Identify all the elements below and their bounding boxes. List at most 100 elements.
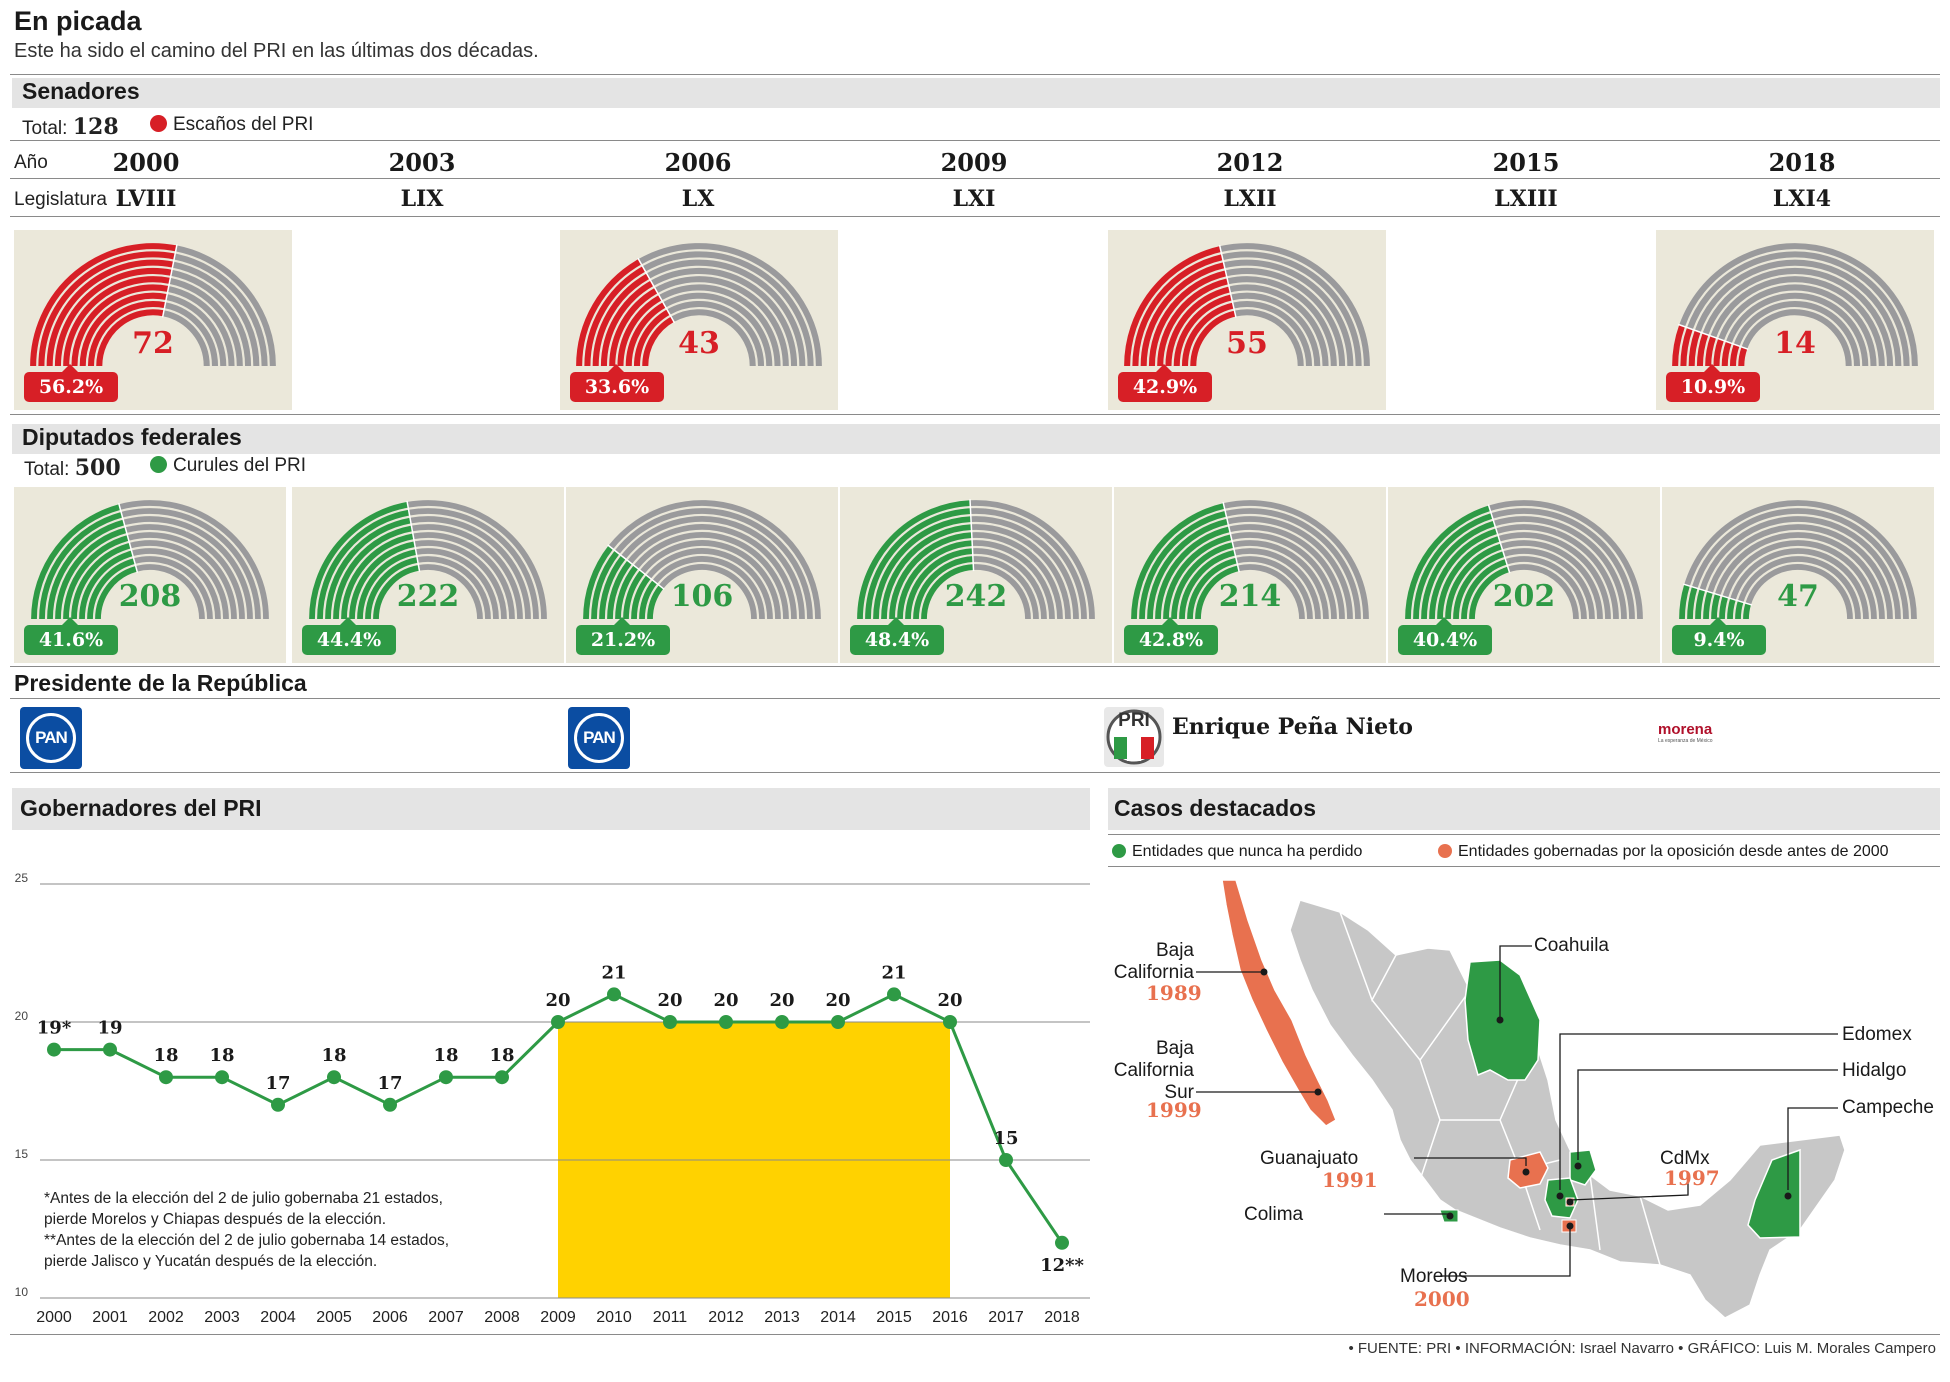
y-tick-label: 20 <box>15 1009 29 1023</box>
hemicycle-panel: 202 40.4% <box>1388 487 1660 663</box>
pri-seats-arc <box>317 509 410 620</box>
split-line <box>969 499 975 572</box>
other-seats-arc <box>1684 500 1917 620</box>
page-title: En picada <box>14 6 142 36</box>
data-label: 20 <box>545 990 570 1011</box>
split-line <box>607 544 665 590</box>
other-seats-arc <box>1223 500 1369 620</box>
pri-seats-arc <box>617 295 662 367</box>
other-seats-arc <box>409 516 531 620</box>
pri-seats-arc <box>341 533 414 620</box>
other-seats-arc <box>646 259 806 367</box>
other-seats-arc <box>1228 524 1345 620</box>
y-tick-label: 25 <box>15 871 29 885</box>
pri-seats-arc <box>373 564 420 620</box>
data-label: 19 <box>97 1018 122 1039</box>
other-seats-arc <box>121 508 261 620</box>
year-header: 2012 <box>1216 148 1284 177</box>
data-point <box>551 1015 565 1029</box>
x-tick-label: 2008 <box>484 1309 520 1326</box>
pri-logo: PRI <box>1104 707 1164 767</box>
seat-count: 222 <box>396 579 460 614</box>
other-seats-arc <box>1507 564 1579 620</box>
data-label: 17 <box>265 1073 290 1094</box>
senadores-total-value: 128 <box>72 114 119 140</box>
pri-logo-text: PRI <box>1118 710 1150 731</box>
pri-seats-arc <box>1190 310 1236 367</box>
data-point <box>103 1042 117 1057</box>
pri-seats-arc <box>1181 302 1235 367</box>
data-point <box>383 1097 397 1112</box>
note-line: pierde Jalisco y Yucatán después de la e… <box>44 1253 378 1270</box>
seat-count: 43 <box>678 326 720 361</box>
year-guanajuato: 1991 <box>1322 1168 1378 1192</box>
other-seats-arc <box>1234 548 1321 620</box>
other-seats-arc <box>971 524 1071 620</box>
data-point <box>887 987 901 1002</box>
other-seats-arc <box>1745 564 1853 620</box>
x-tick-label: 2010 <box>596 1309 632 1326</box>
other-seats-arc <box>658 284 781 367</box>
split-line <box>1218 244 1237 318</box>
data-label: 20 <box>657 990 682 1011</box>
legend-orange-label: Entidades gobernadas por la oposición de… <box>1458 843 1889 860</box>
other-seats-arc <box>608 500 821 620</box>
other-seats-arc <box>646 548 773 620</box>
other-seats-arc <box>972 556 1039 620</box>
label-morelos: Morelos <box>1400 1266 1468 1287</box>
other-seats-arc <box>127 532 237 620</box>
senadores-legend: Escaños del PRI <box>150 114 313 136</box>
other-seats-arc <box>1702 267 1894 367</box>
pri-seats-arc <box>1672 324 1685 367</box>
hemicycle-panel: 55 42.9% <box>1108 230 1386 410</box>
pan-logo: PAN <box>20 707 82 769</box>
percent-badge: 42.8% <box>1124 617 1218 655</box>
hemicycle-chart <box>309 500 547 620</box>
divider <box>10 698 1940 699</box>
divider <box>10 414 1940 415</box>
pan-logo-text: PAN <box>26 713 76 763</box>
other-seats-arc <box>1221 251 1362 367</box>
other-seats-arc <box>414 540 507 620</box>
x-tick-label: 2013 <box>764 1309 800 1326</box>
pri-seats-arc <box>63 276 171 367</box>
x-tick-label: 2004 <box>260 1309 296 1326</box>
label-guanajuato: Guanajuato <box>1260 1148 1359 1169</box>
pri-seats-arc <box>39 511 123 620</box>
other-seats-arc <box>1722 540 1877 620</box>
data-label: 20 <box>937 990 962 1011</box>
other-seats-arc <box>1498 532 1611 620</box>
other-seats-arc <box>175 245 276 367</box>
pri-seats-arc <box>357 549 417 620</box>
data-label: 20 <box>769 990 794 1011</box>
gobernadores-band <box>12 788 1090 830</box>
label-campeche: Campeche <box>1842 1097 1934 1118</box>
other-seats-arc <box>633 532 789 620</box>
pri-seats-arc <box>1437 536 1500 620</box>
pri-seats-arc <box>633 309 671 367</box>
data-point <box>663 1015 677 1029</box>
pri-seats-arc <box>615 565 639 620</box>
pri-seats-arc <box>31 504 121 620</box>
pri-seats-arc <box>584 266 646 367</box>
data-label: 17 <box>377 1073 402 1094</box>
pri-seats-arc <box>623 570 645 620</box>
data-label: 20 <box>825 990 850 1011</box>
percent-badge: 48.4% <box>850 617 944 655</box>
split-line <box>637 257 676 324</box>
pri-seats-arc <box>1679 584 1690 620</box>
seat-count: 14 <box>1774 326 1816 361</box>
pri-seats-arc <box>1131 503 1225 620</box>
split-line <box>1682 583 1753 606</box>
pri-seats-arc <box>1139 510 1227 620</box>
pri-seats-arc <box>71 542 131 620</box>
pri-seats-arc <box>1738 346 1748 367</box>
data-label: 18 <box>433 1045 458 1066</box>
other-seats-arc <box>972 548 1047 620</box>
note-line: **Antes de la elección del 2 de julio go… <box>44 1232 450 1249</box>
data-label: 18 <box>321 1045 346 1066</box>
label-line: California <box>1113 1060 1194 1081</box>
data-point <box>495 1070 509 1085</box>
gobernadores-title: Gobernadores del PRI <box>20 795 262 821</box>
year-header: 2006 <box>664 148 732 177</box>
